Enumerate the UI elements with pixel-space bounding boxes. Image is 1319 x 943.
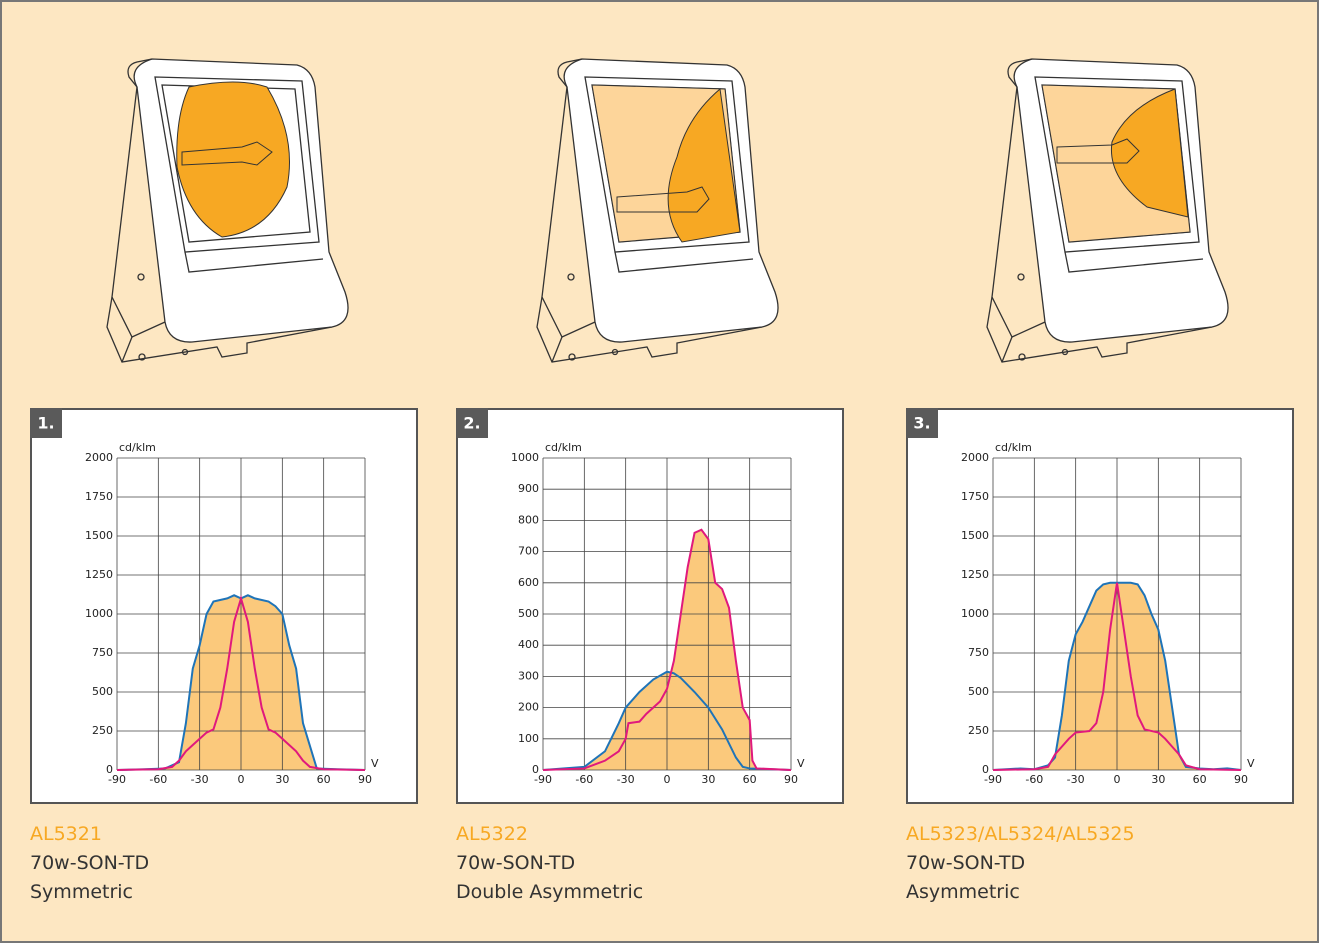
- product-info: AL5323/AL5324/AL5325 70w-SON-TD Asymmetr…: [906, 820, 1135, 907]
- x-tick-label: -60: [575, 773, 593, 786]
- area: [543, 529, 791, 770]
- badge-bg: [30, 408, 62, 438]
- x-tick-label: 60: [743, 773, 757, 786]
- line: [116, 594, 366, 771]
- x-tick-label: -90: [984, 773, 1002, 786]
- y-tick-label: 200: [518, 701, 539, 714]
- y-tick-label: 800: [518, 513, 539, 526]
- y-tick-label: 0: [106, 763, 113, 776]
- y-tick-label: 2000: [961, 451, 989, 464]
- product-info: AL5321 70w-SON-TD Symmetric: [30, 820, 149, 907]
- lamp-type: 70w-SON-TD: [906, 852, 1026, 874]
- floodlight-asymmetric: [986, 58, 1229, 363]
- floodlight-double-asymmetric: [536, 58, 779, 363]
- x-tick-label: 60: [317, 773, 331, 786]
- y-tick-label: 1000: [85, 607, 113, 620]
- y-tick-label: 1500: [961, 529, 989, 542]
- y-tick-label: 900: [518, 482, 539, 495]
- badge-bg: [456, 408, 488, 438]
- y-tick-label: 1000: [511, 451, 539, 464]
- y-tick-label: 1000: [961, 607, 989, 620]
- x-tick-label: -60: [1025, 773, 1043, 786]
- y-tick-label: 250: [92, 724, 113, 737]
- x-tick-label: -90: [108, 773, 126, 786]
- x-tick-label: 60: [1193, 773, 1207, 786]
- product-code: AL5323/AL5324/AL5325: [906, 823, 1135, 845]
- x-tick-label: 90: [784, 773, 798, 786]
- badge: 1.: [37, 414, 54, 433]
- chart: 2.cd/klmV0100200300400500600700800900100…: [456, 408, 844, 804]
- product-info: AL5322 70w-SON-TD Double Asymmetric: [456, 820, 643, 907]
- y-tick-label: 0: [532, 763, 539, 776]
- x-tick-label: -60: [149, 773, 167, 786]
- x-tick-label: 90: [1234, 773, 1248, 786]
- chart: 3. cd/klm V 0 250 500 750 1000 1250 1500 1750 2000 -…: [906, 408, 1294, 804]
- product-code: AL5322: [456, 823, 528, 845]
- x-tick-label: 30: [701, 773, 715, 786]
- line: [542, 528, 792, 771]
- badge-bg: [906, 408, 938, 438]
- x-axis-label: V: [1247, 757, 1255, 770]
- y-tick-label: 750: [92, 646, 113, 659]
- y-tick-label: 500: [518, 607, 539, 620]
- badge: 2.: [463, 414, 480, 433]
- x-axis-label: V: [371, 757, 379, 770]
- x-tick-label: 0: [238, 773, 245, 786]
- y-tick-label: 500: [968, 685, 989, 698]
- distribution: Asymmetric: [906, 881, 1020, 903]
- y-tick-label: 250: [968, 724, 989, 737]
- x-tick-label: -30: [1067, 773, 1085, 786]
- x-tick-label: -30: [617, 773, 635, 786]
- x-tick-label: 30: [1151, 773, 1165, 786]
- y-tick-label: 1750: [961, 490, 989, 503]
- y-axis-label: cd/klm: [995, 441, 1032, 454]
- badge: 3.: [913, 414, 930, 433]
- y-axis-label: cd/klm: [119, 441, 156, 454]
- y-tick-label: 0: [982, 763, 989, 776]
- x-tick-label: -90: [534, 773, 552, 786]
- y-tick-label: 1750: [85, 490, 113, 503]
- lamp-type: 70w-SON-TD: [30, 852, 150, 874]
- y-tick-label: 1250: [961, 568, 989, 581]
- x-tick-label: 0: [1114, 773, 1121, 786]
- y-tick-label: 100: [518, 732, 539, 745]
- distribution: Symmetric: [30, 881, 133, 903]
- line: [992, 582, 1242, 771]
- y-tick-label: 750: [968, 646, 989, 659]
- y-tick-label: 400: [518, 638, 539, 651]
- x-axis-label: V: [797, 757, 805, 770]
- y-tick-label: 2000: [85, 451, 113, 464]
- y-axis-label: cd/klm: [545, 441, 582, 454]
- product-code: AL5321: [30, 823, 102, 845]
- y-tick-label: 500: [92, 685, 113, 698]
- x-tick-label: 90: [358, 773, 372, 786]
- y-tick-label: 600: [518, 576, 539, 589]
- line: [542, 670, 792, 771]
- y-tick-label: 1250: [85, 568, 113, 581]
- distribution: Double Asymmetric: [456, 881, 644, 903]
- y-tick-label: 300: [518, 669, 539, 682]
- floodlight-symmetric: [106, 58, 349, 363]
- x-tick-label: 0: [664, 773, 671, 786]
- x-tick-label: -30: [191, 773, 209, 786]
- y-tick-label: 1500: [85, 529, 113, 542]
- x-tick-label: 30: [275, 773, 289, 786]
- chart: 1. cd/klm V 0 250 500 750 1000 1250 1500 1750 2000 -…: [30, 408, 418, 804]
- lamp-type: 70w-SON-TD: [456, 852, 576, 874]
- y-tick-label: 700: [518, 545, 539, 558]
